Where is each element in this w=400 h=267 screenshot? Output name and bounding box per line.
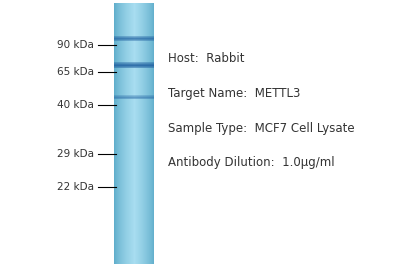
Bar <box>152 3 153 264</box>
Bar <box>144 3 145 264</box>
Bar <box>133 3 134 264</box>
Bar <box>151 3 152 264</box>
Text: 40 kDa: 40 kDa <box>57 100 94 111</box>
Bar <box>135 3 136 264</box>
Bar <box>153 3 154 264</box>
Text: 90 kDa: 90 kDa <box>57 40 94 50</box>
Text: Target Name:  METTL3: Target Name: METTL3 <box>168 87 300 100</box>
Bar <box>129 3 130 264</box>
Bar <box>124 3 125 264</box>
Text: Host:  Rabbit: Host: Rabbit <box>168 52 244 65</box>
Bar <box>140 3 141 264</box>
Bar <box>132 3 133 264</box>
Bar <box>126 3 127 264</box>
Bar <box>128 3 129 264</box>
Bar <box>116 3 117 264</box>
Bar <box>138 3 139 264</box>
Bar <box>141 3 142 264</box>
Text: Sample Type:  MCF7 Cell Lysate: Sample Type: MCF7 Cell Lysate <box>168 122 355 135</box>
Bar <box>148 3 149 264</box>
Bar <box>119 3 120 264</box>
Bar <box>123 3 124 264</box>
Text: 22 kDa: 22 kDa <box>57 182 94 192</box>
Bar <box>146 3 147 264</box>
Bar <box>122 3 123 264</box>
Bar <box>120 3 121 264</box>
Bar <box>149 3 150 264</box>
Text: Antibody Dilution:  1.0μg/ml: Antibody Dilution: 1.0μg/ml <box>168 156 335 169</box>
Bar <box>142 3 143 264</box>
Bar <box>147 3 148 264</box>
Bar <box>143 3 144 264</box>
Text: 65 kDa: 65 kDa <box>57 66 94 77</box>
Bar <box>139 3 140 264</box>
Bar <box>134 3 135 264</box>
Bar <box>115 3 116 264</box>
Bar <box>130 3 131 264</box>
Bar <box>118 3 119 264</box>
Bar <box>114 3 115 264</box>
Bar <box>125 3 126 264</box>
Bar <box>121 3 122 264</box>
Bar <box>127 3 128 264</box>
Bar <box>131 3 132 264</box>
Text: 29 kDa: 29 kDa <box>57 148 94 159</box>
Bar <box>136 3 137 264</box>
Bar <box>137 3 138 264</box>
Bar <box>145 3 146 264</box>
Bar <box>150 3 151 264</box>
Bar <box>117 3 118 264</box>
